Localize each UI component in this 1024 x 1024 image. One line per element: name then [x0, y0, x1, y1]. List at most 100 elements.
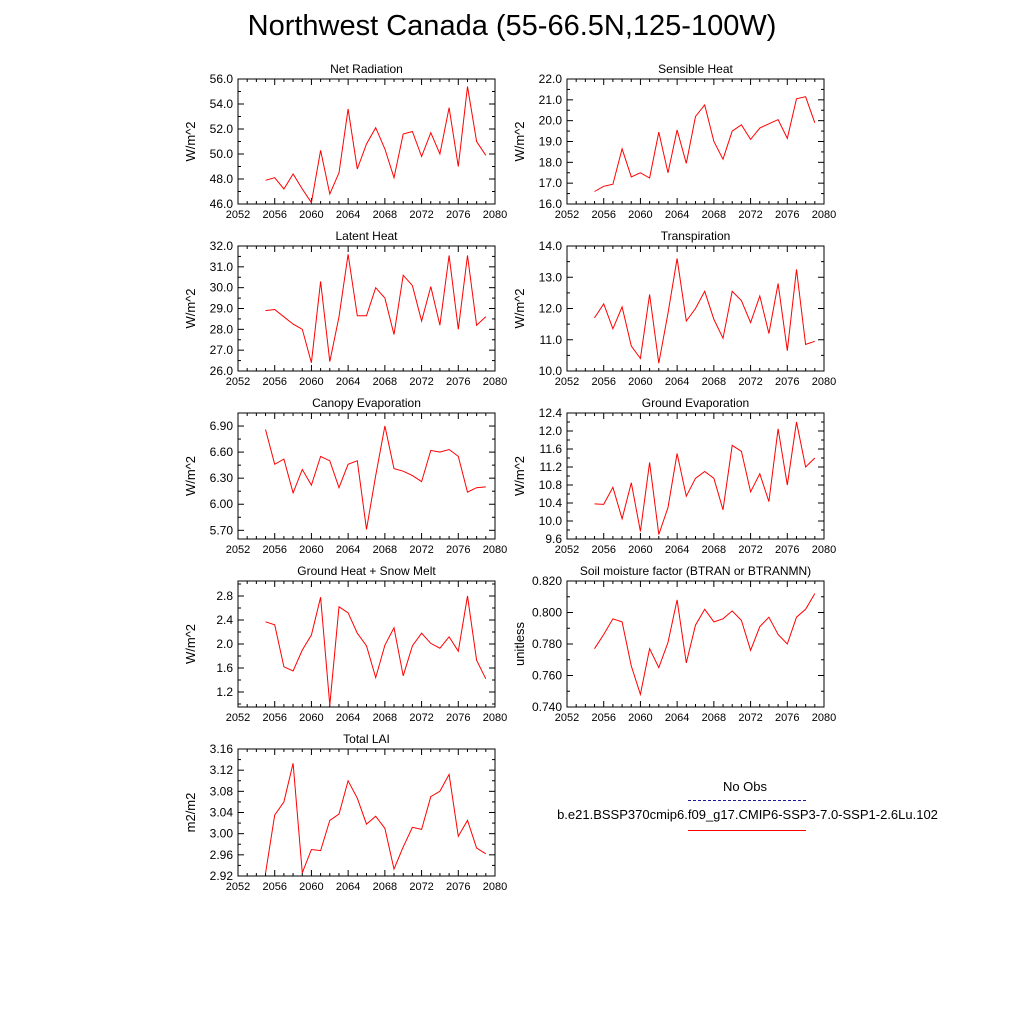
y-axis-label: W/m^2	[183, 456, 198, 496]
x-tick-label: 2064	[336, 881, 360, 893]
y-tick-label: 1.2	[216, 685, 233, 699]
x-tick-label: 2068	[702, 544, 726, 556]
y-axis-label: unitless	[512, 621, 527, 666]
series-line	[265, 763, 487, 874]
y-tick-label: 0.760	[532, 669, 562, 683]
x-tick-label: 2072	[738, 544, 762, 556]
x-tick-label: 2056	[262, 544, 286, 556]
panel-title: Canopy Evaporation	[312, 396, 421, 410]
y-tick-label: 19.0	[539, 135, 563, 149]
y-axis-label: W/m^2	[512, 456, 527, 496]
x-tick-label: 2064	[336, 544, 360, 556]
y-tick-label: 2.4	[216, 613, 233, 627]
x-tick-label: 2060	[299, 712, 323, 724]
x-tick-label: 2076	[775, 209, 799, 221]
x-tick-label: 2076	[775, 712, 799, 724]
y-tick-label: 12.0	[539, 302, 563, 316]
plot-frame	[237, 412, 496, 540]
chart-panel: Latent Heat W/m^2 2052 2056 2060 2064 2068 2072…	[183, 229, 507, 388]
series-line	[265, 86, 487, 205]
x-tick-label: 2060	[628, 209, 652, 221]
x-tick-label: 2060	[628, 712, 652, 724]
legend-obs-line	[688, 800, 806, 801]
x-tick-label: 2064	[336, 209, 360, 221]
y-tick-label: 11.2	[540, 460, 563, 474]
x-tick-label: 2076	[446, 712, 470, 724]
x-tick-label: 2060	[299, 544, 323, 556]
x-tick-label: 2060	[299, 376, 323, 388]
y-tick-label: 31.0	[210, 260, 234, 274]
x-tick-label: 2052	[226, 712, 250, 724]
panel-title: Soil moisture factor (BTRAN or BTRANMN)	[580, 564, 811, 578]
y-tick-label: 10.0	[539, 514, 563, 528]
x-tick-label: 2052	[555, 544, 579, 556]
x-tick-label: 2072	[738, 712, 762, 724]
y-tick-label: 6.90	[210, 419, 234, 433]
x-tick-label: 2072	[738, 209, 762, 221]
x-tick-label: 2068	[702, 376, 726, 388]
x-tick-label: 2072	[409, 544, 433, 556]
y-tick-label: 48.0	[210, 172, 234, 186]
y-tick-label: 3.12	[210, 763, 234, 777]
x-tick-label: 2080	[812, 712, 836, 724]
chart-panel: Transpiration W/m^2 2052 2056 2060 2064 2068 20…	[512, 229, 836, 388]
y-tick-label: 12.4	[539, 406, 563, 420]
y-tick-label: 30.0	[210, 281, 234, 295]
y-tick-label: 28.0	[210, 322, 234, 336]
x-tick-label: 2072	[409, 376, 433, 388]
y-tick-label: 2.96	[210, 848, 234, 862]
x-tick-label: 2056	[262, 881, 286, 893]
y-tick-label: 3.16	[210, 742, 234, 756]
y-tick-label: 18.0	[539, 155, 563, 169]
y-tick-label: 5.70	[210, 523, 234, 537]
x-tick-label: 2068	[373, 712, 397, 724]
y-tick-label: 2.0	[216, 637, 233, 651]
x-tick-label: 2072	[409, 881, 433, 893]
y-tick-label: 16.0	[539, 197, 563, 211]
y-tick-label: 29.0	[210, 302, 234, 316]
y-tick-label: 0.820	[532, 574, 562, 588]
chart-panel: Sensible Heat W/m^2 2052 2056 2060 2064 2068 20…	[512, 62, 836, 221]
x-tick-label: 2056	[591, 544, 615, 556]
legend-case-label: b.e21.BSSP370cmip6.f09_g17.CMIP6-SSP3-7.…	[557, 807, 938, 822]
series-line	[594, 593, 816, 697]
panel-title: Transpiration	[661, 229, 731, 243]
x-tick-label: 2068	[373, 881, 397, 893]
y-tick-label: 26.0	[210, 364, 234, 378]
chart-panel: Net Radiation W/m^2 2052 2056 2060 2064 2068 20…	[183, 62, 507, 221]
y-tick-label: 10.4	[539, 496, 563, 510]
x-tick-label: 2068	[702, 209, 726, 221]
y-tick-label: 27.0	[210, 343, 234, 357]
x-tick-label: 2080	[812, 209, 836, 221]
x-tick-label: 2064	[665, 209, 689, 221]
y-tick-label: 14.0	[539, 239, 563, 253]
y-tick-label: 6.30	[210, 471, 234, 485]
y-tick-label: 3.00	[210, 827, 234, 841]
x-tick-label: 2068	[373, 209, 397, 221]
x-tick-label: 2060	[299, 209, 323, 221]
series-line	[265, 595, 487, 706]
y-axis-label: m2/m2	[183, 793, 198, 833]
x-tick-label: 2052	[555, 376, 579, 388]
y-tick-label: 52.0	[210, 122, 234, 136]
legend-obs-label: No Obs	[722, 779, 768, 794]
y-tick-label: 46.0	[210, 197, 234, 211]
series-line	[265, 425, 486, 530]
page-title: Northwest Canada (55-66.5N,125-100W)	[247, 10, 777, 42]
plot-frame	[566, 78, 825, 205]
x-tick-label: 2072	[738, 376, 762, 388]
x-tick-label: 2052	[226, 376, 250, 388]
x-tick-label: 2052	[555, 712, 579, 724]
plot-frame	[237, 245, 496, 372]
x-tick-label: 2056	[591, 209, 615, 221]
x-tick-label: 2060	[628, 376, 652, 388]
x-tick-label: 2076	[775, 376, 799, 388]
y-tick-label: 2.92	[210, 869, 234, 883]
x-tick-label: 2064	[665, 544, 689, 556]
y-tick-label: 10.8	[539, 478, 563, 492]
panel-title: Sensible Heat	[658, 62, 733, 76]
x-tick-label: 2056	[262, 712, 286, 724]
y-tick-label: 3.08	[210, 784, 234, 798]
y-tick-label: 11.6	[540, 442, 563, 456]
x-tick-label: 2056	[262, 209, 286, 221]
